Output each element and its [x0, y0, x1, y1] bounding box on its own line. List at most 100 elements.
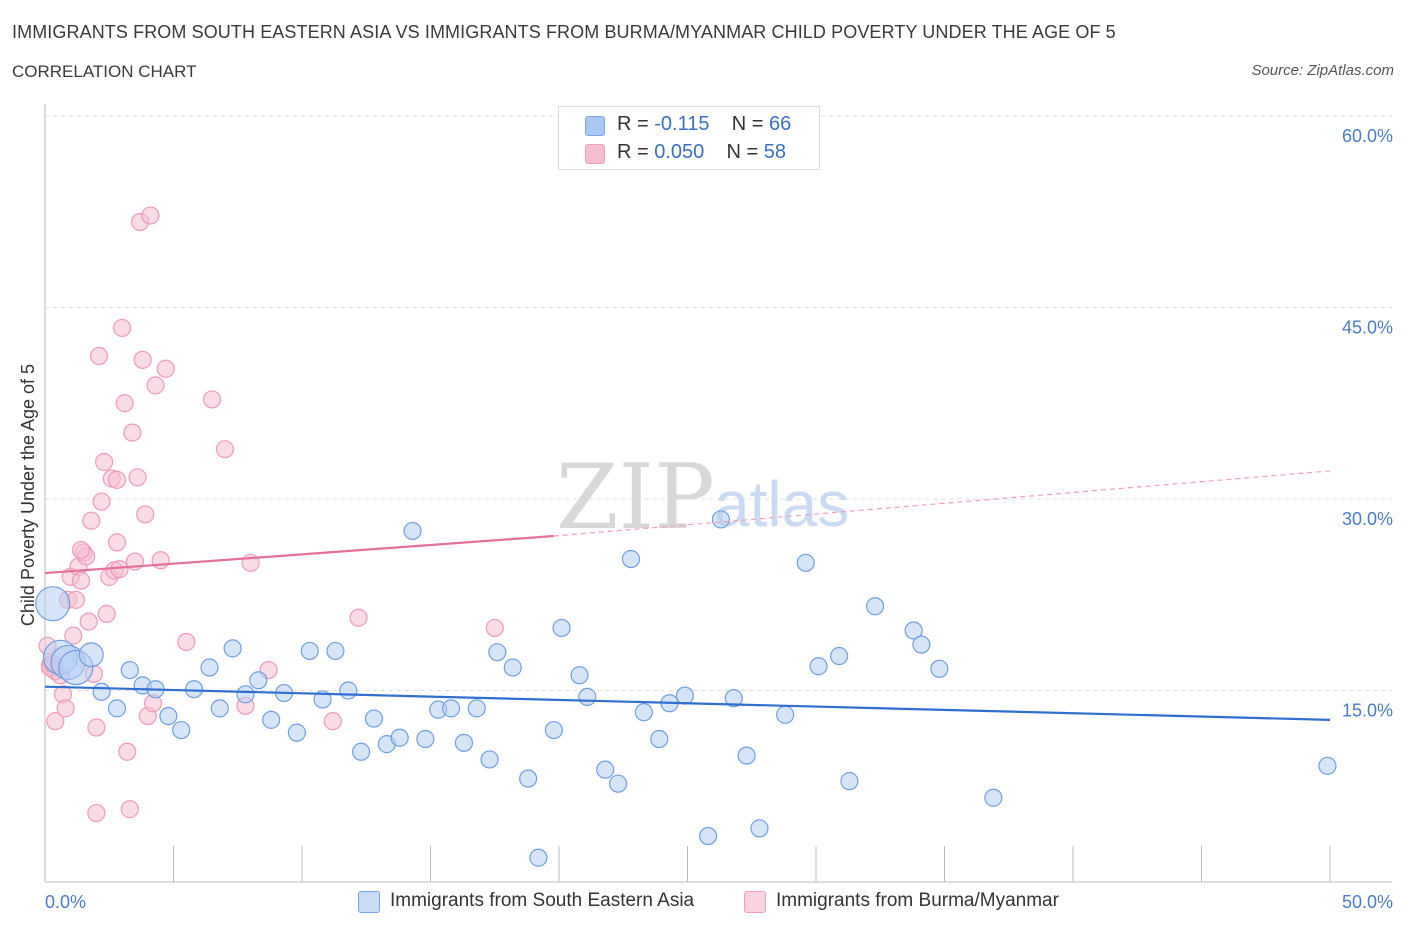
series-a-point [984, 788, 1003, 807]
series-b-point [123, 423, 142, 442]
series-b-point [56, 699, 75, 718]
series-a-point [796, 553, 815, 572]
series-a-point [809, 657, 828, 676]
series-a-point [904, 621, 923, 640]
series-a-point [724, 689, 743, 708]
series-a-point [467, 699, 486, 718]
series-b-point [89, 346, 109, 366]
series-a-point [403, 521, 422, 541]
legend-text-series-b: R = 0.050 N = 58 [617, 141, 786, 164]
series-a-point [750, 819, 769, 838]
series-a-point [488, 643, 507, 662]
series-b-point [177, 632, 196, 652]
series-a-point [159, 706, 178, 726]
series-b-point [64, 626, 83, 645]
series-b-points [38, 206, 504, 823]
series-a-points [35, 510, 1337, 867]
series-b-point [146, 376, 165, 395]
series-b-point [202, 390, 222, 409]
series-b-point [215, 440, 234, 459]
series-b-point [349, 608, 368, 627]
series-b-point [110, 560, 129, 579]
series-a-point [596, 760, 615, 779]
trend-lines [44, 470, 1331, 721]
trend-line-series-a [44, 685, 1331, 721]
legend-swatch-series-b [585, 144, 605, 164]
series-b-point [95, 452, 114, 472]
series-a-point [416, 729, 435, 749]
series-a-point [866, 597, 885, 616]
series-a-point [184, 680, 204, 699]
series-b-point [107, 470, 127, 489]
series-a-point [352, 742, 371, 761]
legend-r-label: R = [617, 141, 649, 163]
axes [44, 104, 1392, 883]
series-a-point [249, 671, 268, 690]
series-a-point [650, 729, 669, 749]
series-b-point [71, 571, 91, 590]
series-b-point [151, 551, 170, 570]
legend-text-series-a: R = -0.115 N = 66 [617, 113, 791, 136]
legend-r-value: 0.050 [654, 141, 705, 163]
series-a-point [223, 639, 242, 658]
y-tick-label: 60.0% [1342, 126, 1393, 146]
series-b-point [136, 505, 155, 524]
legend-n-value: 58 [763, 141, 787, 163]
series-b-point [87, 803, 106, 823]
series-a-point [326, 641, 345, 661]
series-b-point [92, 492, 111, 511]
series-a-point [236, 685, 255, 704]
series-a-point [92, 682, 111, 701]
legend-n-label: N = [726, 141, 759, 163]
series-a-point [390, 728, 409, 747]
series-a-point [840, 772, 859, 791]
bottom-legend-label-b: Immigrants from Burma/Myanmar [776, 890, 1059, 911]
series-b-point [97, 604, 116, 624]
series-b-point [112, 318, 132, 338]
series-a-point [552, 618, 571, 638]
series-a-point [675, 686, 695, 705]
series-a-point [480, 750, 499, 769]
series-a-point [698, 826, 718, 846]
series-a-point [200, 658, 219, 677]
series-a-point [519, 769, 538, 788]
series-a-point [621, 549, 641, 569]
series-a-point [262, 710, 281, 729]
series-b-point [156, 359, 175, 378]
series-b-point [107, 533, 127, 552]
series-a-point [172, 720, 191, 740]
grid-lines [45, 115, 1392, 691]
series-b-point [71, 540, 91, 560]
series-b-point [323, 712, 342, 731]
series-b-point [485, 618, 504, 638]
series-b-point [120, 800, 139, 819]
series-a-point [339, 681, 358, 700]
series-b-point [118, 742, 137, 761]
x-tick-label: 0.0% [45, 892, 86, 912]
series-b-point [79, 612, 98, 631]
legend-r-label: R = [617, 113, 649, 135]
series-a-point [454, 733, 474, 752]
series-a-point [441, 699, 461, 718]
correlation-legend: R = -0.115 N = 66 R = 0.050 N = 58 [558, 106, 820, 170]
series-b-point [46, 712, 65, 731]
y-tick-label: 15.0% [1342, 701, 1393, 721]
series-a-point [1318, 756, 1337, 775]
legend-n-label: N = [731, 113, 764, 135]
series-a-point [107, 699, 127, 718]
series-a-point [287, 723, 306, 742]
series-a-point [570, 666, 589, 685]
series-a-point [529, 848, 548, 867]
watermark: ZIP atlas [556, 445, 849, 550]
series-b-point [82, 511, 101, 530]
watermark-zip: ZIP [556, 445, 715, 550]
series-a-point [78, 642, 104, 668]
chart-title: IMMIGRANTS FROM SOUTH EASTERN ASIA VS IM… [12, 22, 1116, 42]
series-b-point [133, 350, 152, 369]
series-a-point [609, 774, 628, 793]
series-a-point [300, 641, 319, 661]
series-a-point [930, 659, 949, 678]
legend-n-value: 66 [768, 113, 792, 135]
trend-line-series-b [44, 534, 554, 575]
